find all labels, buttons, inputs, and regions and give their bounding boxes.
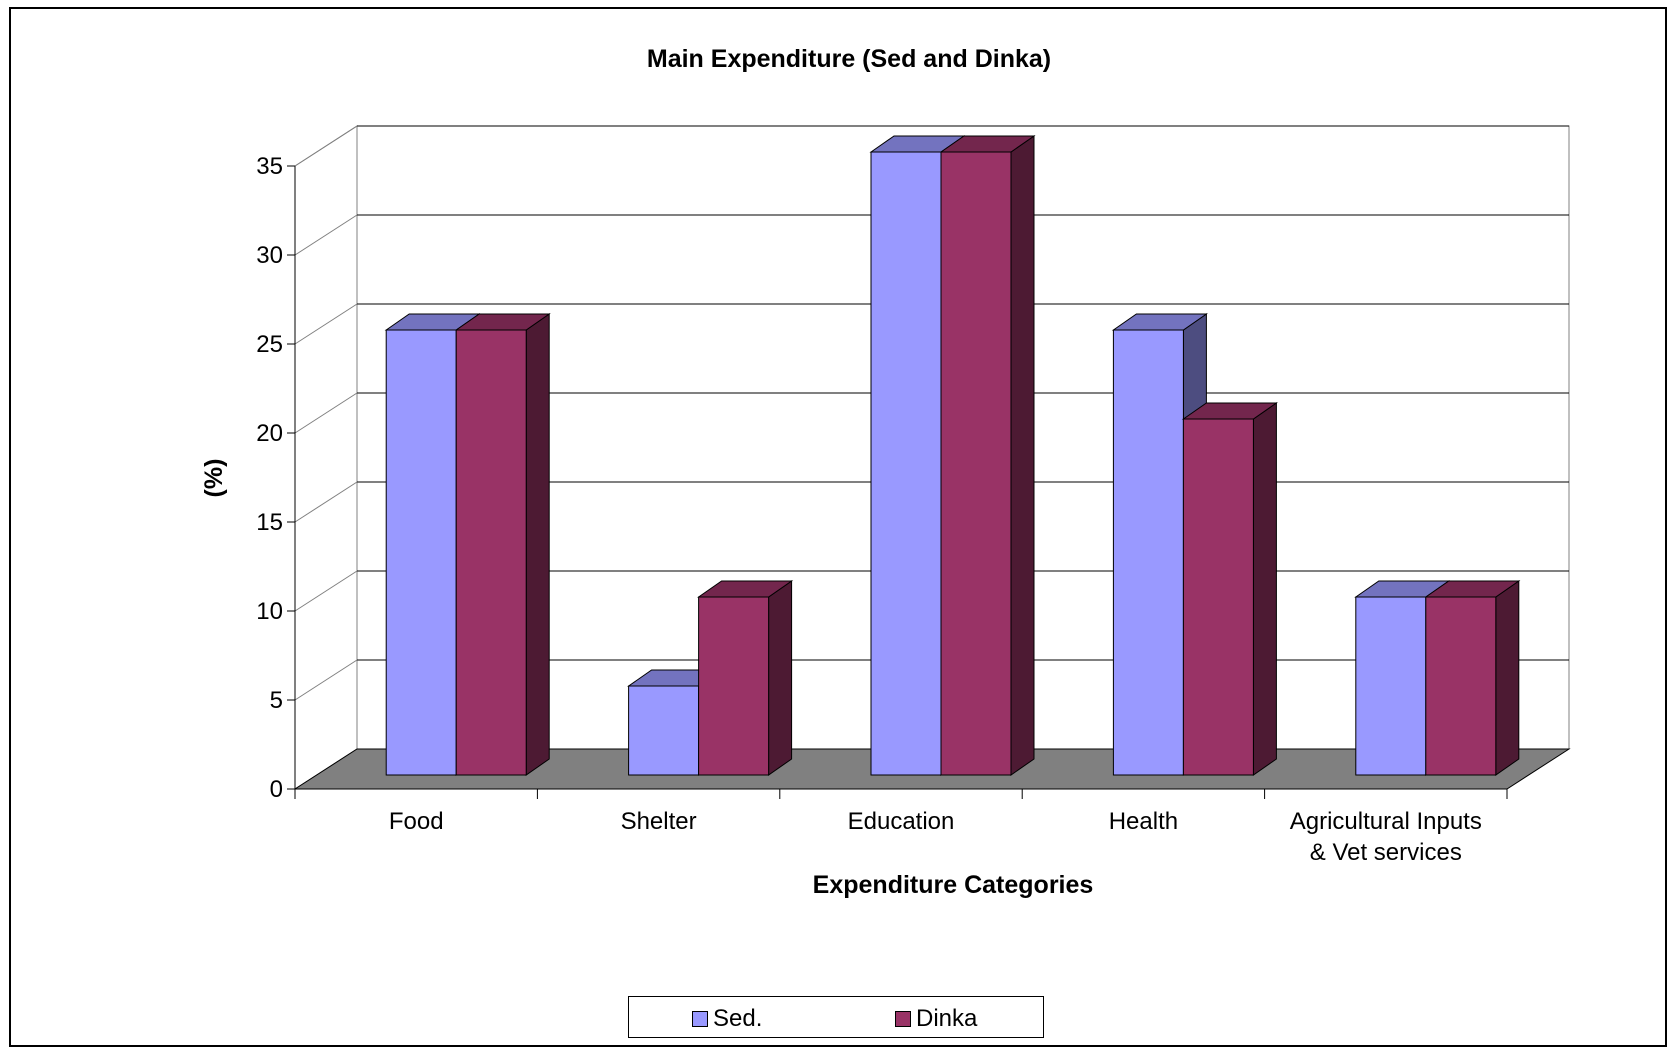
bar-dinka-agricultural [1425, 596, 1497, 776]
legend-swatch-dinka [895, 1011, 911, 1027]
bar-dinka-education [940, 151, 1012, 776]
y-tick-label: 25 [256, 331, 283, 358]
bar-dinka-shelter [698, 596, 770, 776]
x-category-label: Food [389, 808, 444, 835]
y-tick-label: 10 [256, 598, 283, 625]
bar-sed-health [1112, 329, 1184, 776]
bar-sed-shelter [628, 685, 700, 776]
gridline-side [294, 570, 358, 612]
x-category-label: Shelter [621, 808, 697, 835]
side-wall [294, 125, 358, 790]
bar-dinka-agricultural-side [1495, 580, 1520, 776]
bar-dinka-shelter-side [768, 580, 793, 776]
chart-svg: Main Expenditure (Sed and Dinka) (%) Exp… [200, 45, 1571, 899]
bar-dinka-food-side [525, 313, 550, 776]
gridline-side [294, 659, 358, 701]
bar-sed-agricultural [1355, 596, 1427, 776]
x-axis-title: Expenditure Categories [813, 871, 1094, 899]
x-category-label: Agricultural Inputs [1290, 808, 1482, 835]
legend-label-dinka: Dinka [916, 1005, 978, 1032]
y-tick-label: 5 [270, 687, 283, 714]
gridline-side [294, 392, 358, 434]
chart-frame: Main Expenditure (Sed and Dinka) (%) Exp… [9, 7, 1667, 1047]
y-tick-label: 30 [256, 242, 283, 269]
x-category-label: Education [848, 808, 955, 835]
gridline-side [294, 481, 358, 523]
y-tick-label: 15 [256, 509, 283, 536]
legend: Sed. Dinka [628, 996, 1044, 1038]
bar-sed-food [385, 329, 457, 776]
bar-sed-education [870, 151, 942, 776]
x-category-label: & Vet services [1310, 839, 1462, 866]
legend-label-sed: Sed. [713, 1005, 763, 1032]
y-tick-label: 35 [256, 153, 283, 180]
gridline-side [294, 303, 358, 345]
bar-dinka-food [455, 329, 527, 776]
bar-dinka-education-side [1010, 135, 1035, 776]
bar-dinka-health-side [1252, 402, 1277, 776]
gridline-side [294, 214, 358, 256]
y-tick-label: 20 [256, 420, 283, 447]
legend-swatch-sed [692, 1011, 708, 1027]
legend-item-sed: Sed. [692, 1005, 762, 1033]
x-category-label: Health [1109, 808, 1178, 835]
gridline-side [294, 125, 358, 167]
bar-dinka-health [1182, 418, 1254, 776]
chart-title: Main Expenditure (Sed and Dinka) [647, 45, 1051, 73]
legend-item-dinka: Dinka [895, 1005, 977, 1033]
y-tick-label: 0 [270, 776, 283, 803]
y-axis-title: (%) [200, 459, 228, 498]
plot-area: 0 5 10 15 20 25 30 35 Food Shelter Education Health… [256, 125, 1571, 866]
